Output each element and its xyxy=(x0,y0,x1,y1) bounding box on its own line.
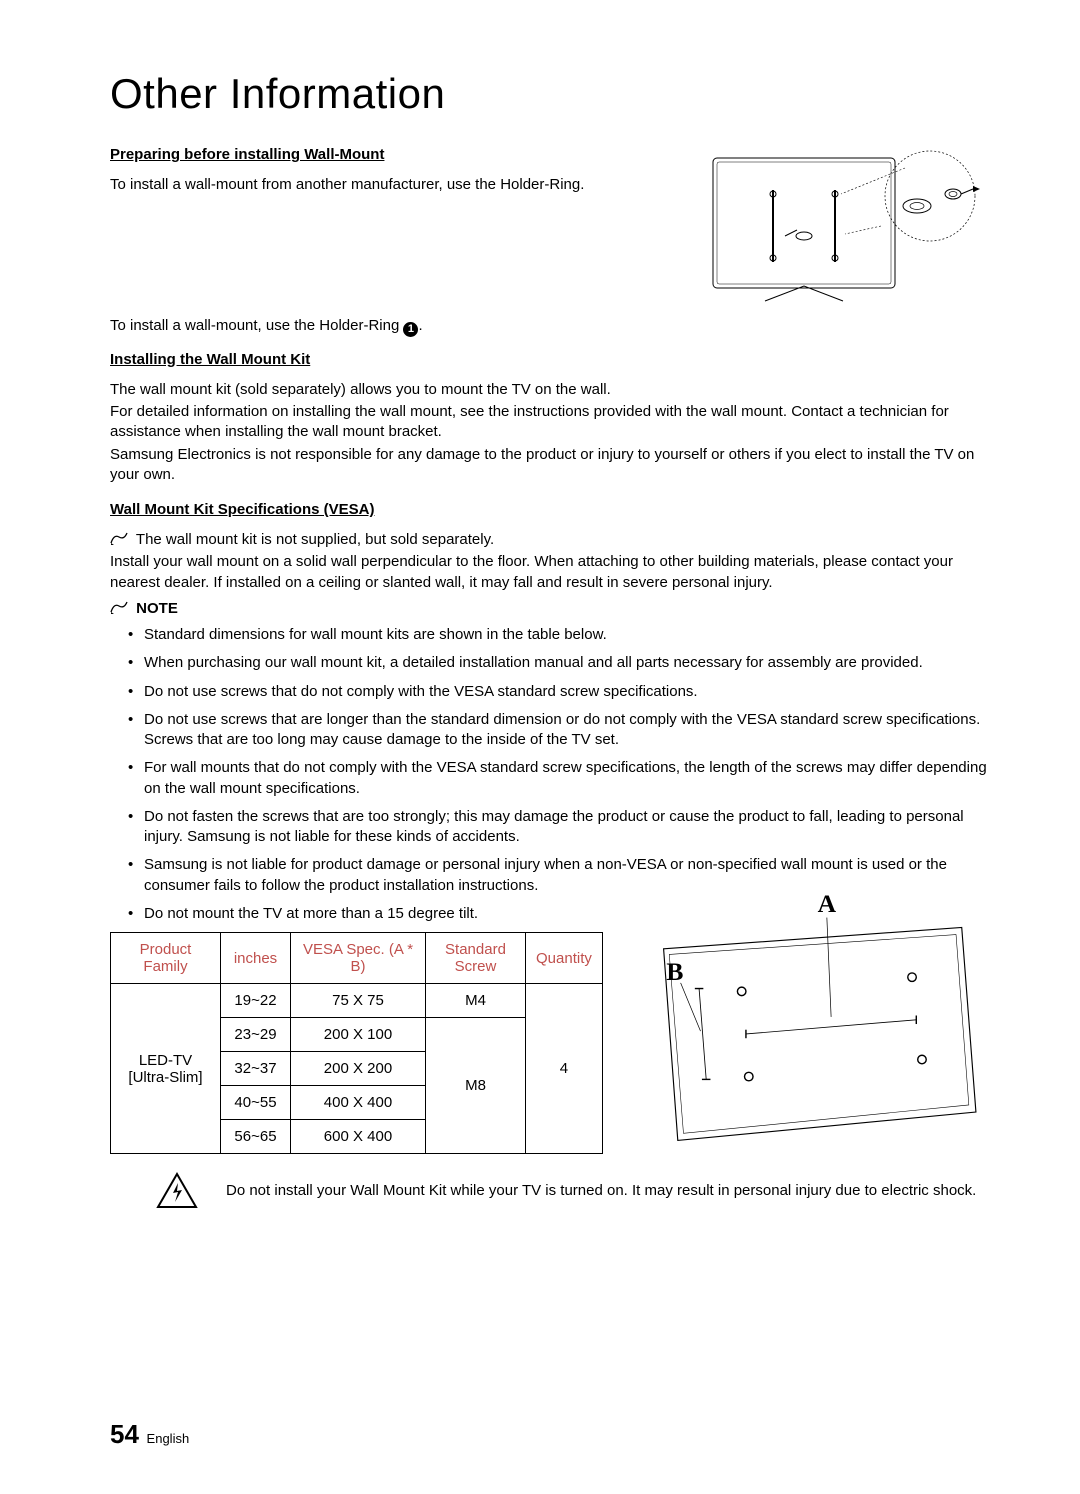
page-number: 54 xyxy=(110,1419,139,1449)
note-label: NOTE xyxy=(136,600,178,617)
vesa-ab-diagram: A B xyxy=(621,932,990,1122)
th-quantity: Quantity xyxy=(526,933,603,984)
install-p2: For detailed information on installing t… xyxy=(110,402,990,443)
td-vesa: 400 X 400 xyxy=(291,1086,426,1120)
install-p3: Samsung Electronics is not responsible f… xyxy=(110,445,990,486)
td-vesa: 600 X 400 xyxy=(291,1120,426,1154)
tv-mount-illustration xyxy=(705,146,990,306)
bullet-item: For wall mounts that do not comply with … xyxy=(144,758,990,799)
table-header-row: Product Family inches VESA Spec. (A * B)… xyxy=(111,933,603,984)
warning-row: Do not install your Wall Mount Kit while… xyxy=(110,1172,990,1210)
td-vesa: 75 X 75 xyxy=(291,984,426,1018)
prep-heading: Preparing before installing Wall-Mount xyxy=(110,146,384,163)
th-screw: Standard Screw xyxy=(426,933,526,984)
prep-line2-pre: To install a wall-mount, use the Holder-… xyxy=(110,317,403,334)
td-screw: M8 xyxy=(426,1018,526,1154)
page-title: Other Information xyxy=(110,70,990,118)
td-screw: M4 xyxy=(426,984,526,1018)
table-row: LED-TV [Ultra-Slim] 19~22 75 X 75 M4 4 xyxy=(111,984,603,1018)
holder-ring-diagram xyxy=(705,146,990,306)
circled-one-icon: 1 xyxy=(403,322,418,337)
prep-line1: To install a wall-mount from another man… xyxy=(110,175,687,195)
bullet-item: Standard dimensions for wall mount kits … xyxy=(144,625,990,645)
td-vesa: 200 X 100 xyxy=(291,1018,426,1052)
install-heading: Installing the Wall Mount Kit xyxy=(110,351,310,368)
th-inches: inches xyxy=(221,933,291,984)
specs-intro: Install your wall mount on a solid wall … xyxy=(110,552,990,593)
page-footer: 54 English xyxy=(110,1419,189,1450)
td-inches: 32~37 xyxy=(221,1052,291,1086)
td-inches: 40~55 xyxy=(221,1086,291,1120)
label-b: B xyxy=(666,957,683,986)
bullet-item: Do not use screws that do not comply wit… xyxy=(144,682,990,702)
bullet-item: Samsung is not liable for product damage… xyxy=(144,855,990,896)
td-inches: 23~29 xyxy=(221,1018,291,1052)
install-p1: The wall mount kit (sold separately) all… xyxy=(110,380,990,400)
bullet-item: Do not use screws that are longer than t… xyxy=(144,710,990,751)
td-product-family: LED-TV [Ultra-Slim] xyxy=(111,984,221,1154)
specs-table: Product Family inches VESA Spec. (A * B)… xyxy=(110,932,603,1154)
note-icon xyxy=(110,601,128,615)
page-lang: English xyxy=(147,1431,190,1446)
th-product-family: Product Family xyxy=(111,933,221,984)
td-inches: 56~65 xyxy=(221,1120,291,1154)
supply-note-text: The wall mount kit is not supplied, but … xyxy=(136,531,494,548)
td-vesa: 200 X 200 xyxy=(291,1052,426,1086)
td-inches: 19~22 xyxy=(221,984,291,1018)
warning-text: Do not install your Wall Mount Kit while… xyxy=(226,1181,990,1201)
th-vesa: VESA Spec. (A * B) xyxy=(291,933,426,984)
prep-line2: To install a wall-mount, use the Holder-… xyxy=(110,316,990,337)
bullet-item: When purchasing our wall mount kit, a de… xyxy=(144,653,990,673)
specs-row: Product Family inches VESA Spec. (A * B)… xyxy=(110,932,990,1154)
note-bullets: Standard dimensions for wall mount kits … xyxy=(110,625,990,924)
note-icon xyxy=(110,532,128,546)
prep-section-row: Preparing before installing Wall-Mount T… xyxy=(110,146,990,306)
td-quantity: 4 xyxy=(526,984,603,1154)
specs-heading: Wall Mount Kit Specifications (VESA) xyxy=(110,501,374,518)
note-header: NOTE xyxy=(110,599,990,619)
supply-note: The wall mount kit is not supplied, but … xyxy=(110,530,990,550)
shock-warning-icon xyxy=(156,1172,198,1210)
bullet-item: Do not fasten the screws that are too st… xyxy=(144,807,990,848)
bullet-item: Do not mount the TV at more than a 15 de… xyxy=(144,904,990,924)
prep-line2-post: . xyxy=(418,317,422,334)
